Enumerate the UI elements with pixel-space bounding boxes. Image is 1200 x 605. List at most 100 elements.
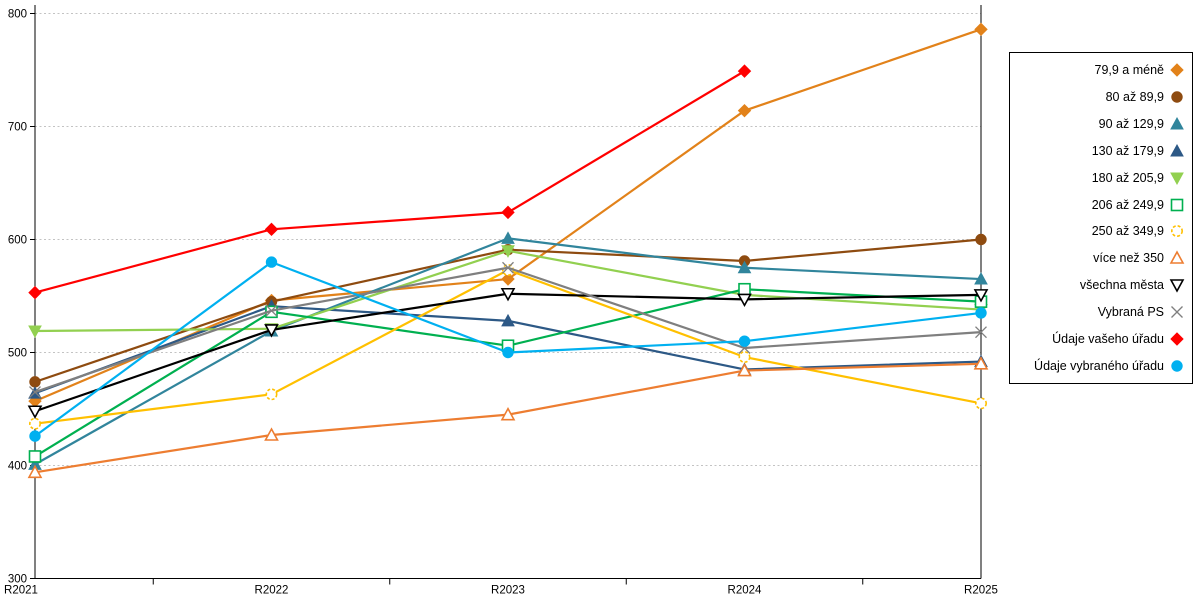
marker-circle: [29, 430, 41, 442]
marker-diamond: [28, 285, 42, 300]
marker-triangle-down: [501, 245, 515, 258]
legend-label: všechna města: [1079, 278, 1164, 293]
marker-triangle-down: [1169, 279, 1185, 293]
marker-circle: [265, 256, 278, 268]
legend-marker-icon: [1170, 172, 1184, 185]
marker-diamond: [1170, 63, 1184, 78]
marker-circle: [29, 376, 41, 388]
marker-triangle-up: [501, 313, 515, 327]
marker-triangle-up: [1170, 117, 1184, 130]
marker-diamond: [974, 22, 988, 37]
x-axis-label: R2025: [964, 585, 998, 597]
marker-triangle-up: [501, 231, 515, 244]
marker-circle-dashed: [265, 388, 278, 401]
marker-triangle-up: [1170, 143, 1184, 157]
y-axis-label: 300: [8, 574, 27, 586]
marker-diamond: [737, 64, 752, 78]
marker-circle: [1171, 91, 1183, 103]
marker-triangle-up: [27, 464, 43, 479]
legend-item-5: 206 až 249,9: [1014, 193, 1185, 217]
legend-marker-icon: [1170, 198, 1184, 211]
legend-label: Vybraná PS: [1097, 304, 1164, 319]
marker-diamond: [737, 103, 752, 118]
marker-square: [28, 450, 42, 463]
x-axis-label: R2023: [491, 585, 525, 597]
legend-marker-icon: [1169, 279, 1185, 293]
legend-marker-icon: [1169, 250, 1185, 265]
legend-item-11: Údaje vybraného úřadu: [1014, 354, 1185, 378]
marker-x: [1171, 305, 1183, 318]
marker-x: [975, 326, 987, 339]
legend-marker-icon: [1170, 117, 1184, 130]
marker-circle: [1171, 359, 1183, 372]
legend-marker-icon: [1171, 91, 1183, 103]
y-axis-label: 600: [8, 235, 27, 247]
legend-label: více než 350: [1093, 251, 1164, 266]
marker-diamond: [1170, 331, 1184, 346]
y-axis-label: 800: [8, 9, 27, 21]
marker-triangle-down: [27, 405, 43, 419]
y-axis-label: 700: [8, 122, 27, 134]
x-axis-label: R2022: [255, 585, 289, 597]
marker-square: [738, 282, 751, 296]
marker-triangle-down: [737, 293, 752, 308]
legend-label: Údaje vašeho úřadu: [1052, 331, 1164, 346]
legend-item-10: Údaje vašeho úřadu: [1014, 327, 1185, 351]
marker-circle-dashed: [28, 417, 41, 430]
marker-diamond: [501, 272, 515, 286]
legend-item-1: 80 až 89,9: [1014, 85, 1185, 109]
x-axis-label: R2024: [728, 585, 762, 597]
series-line-1: [33, 238, 983, 383]
marker-triangle-down: [500, 287, 516, 302]
marker-circle-dashed: [1171, 225, 1183, 238]
legend-item-3: 130 až 179,9: [1014, 139, 1185, 163]
marker-diamond: [501, 205, 515, 220]
marker-x: [502, 261, 514, 274]
marker-circle: [502, 346, 514, 359]
marker-triangle-up: [264, 427, 279, 441]
marker-x: [265, 304, 278, 317]
legend-marker-icon: [1170, 63, 1184, 78]
x-axis-label: R2021: [4, 585, 38, 597]
legend-item-9: Vybraná PS: [1014, 300, 1185, 324]
legend-label: 206 až 249,9: [1091, 197, 1164, 212]
marker-triangle-up: [1169, 250, 1185, 265]
marker-triangle-up: [737, 362, 752, 377]
marker-triangle-down: [1170, 172, 1184, 185]
legend-item-7: více než 350: [1014, 246, 1185, 270]
marker-triangle-up: [974, 272, 988, 285]
legend-marker-icon: [1170, 143, 1184, 157]
legend-label: 180 až 205,9: [1091, 170, 1164, 185]
legend-marker-icon: [1171, 225, 1183, 238]
legend-item-2: 90 až 129,9: [1014, 112, 1185, 136]
marker-circle: [738, 335, 751, 347]
legend-label: Údaje vybraného úřadu: [1034, 358, 1164, 373]
marker-diamond: [264, 222, 279, 237]
legend-item-8: všechna města: [1014, 273, 1185, 297]
legend: 79,9 a méně 80 až 89,9 90 až 129,9 130 až 1…: [1009, 52, 1193, 384]
legend-label: 250 až 349,9: [1091, 224, 1164, 239]
legend-item-0: 79,9 a méně: [1014, 58, 1185, 82]
legend-marker-icon: [1171, 359, 1183, 372]
marker-circle: [975, 233, 987, 246]
legend-item-4: 180 až 205,9: [1014, 166, 1185, 190]
marker-triangle-down: [973, 289, 989, 303]
marker-square: [1170, 198, 1184, 211]
legend-label: 80 až 89,9: [1105, 90, 1164, 105]
y-axis-label: 400: [8, 461, 27, 473]
legend-marker-icon: [1170, 331, 1184, 346]
legend-item-6: 250 až 349,9: [1014, 219, 1185, 243]
series-line-10: [33, 70, 746, 294]
legend-marker-icon: [1171, 305, 1183, 318]
marker-circle-dashed: [974, 397, 987, 410]
y-axis-label: 500: [8, 348, 27, 360]
marker-circle: [975, 307, 987, 319]
marker-circle-dashed: [738, 351, 751, 364]
legend-label: 90 až 129,9: [1098, 117, 1164, 132]
marker-triangle-down: [264, 324, 279, 338]
marker-triangle-down: [28, 325, 42, 339]
legend-label: 79,9 a méně: [1094, 63, 1165, 78]
marker-triangle-up: [500, 406, 516, 421]
